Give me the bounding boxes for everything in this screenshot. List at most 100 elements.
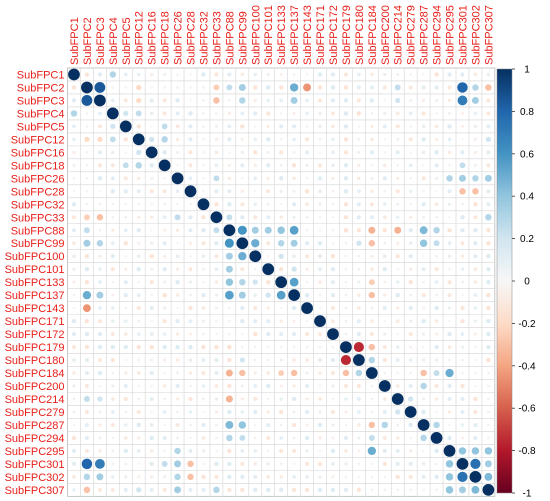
corr-circle-SubFPC28-SubFPC137 [292,189,296,193]
corr-circle-SubFPC28-SubFPC101 [266,189,271,194]
row-label-SubFPC200: SubFPC200 [5,381,65,393]
corr-circle-SubFPC171-SubFPC26 [175,319,180,324]
corr-circle-SubFPC172-SubFPC279 [408,332,413,337]
corr-circle-SubFPC33-SubFPC26 [174,214,181,221]
corr-circle-SubFPC4-SubFPC302 [473,111,478,116]
corr-circle-SubFPC200-SubFPC100 [253,384,258,388]
corr-circle-SubFPC184-SubFPC133 [278,370,285,376]
corr-circle-SubFPC5-SubFPC5 [119,120,132,133]
corr-circle-SubFPC33-SubFPC2 [83,214,90,221]
corr-circle-SubFPC88-SubFPC294 [433,227,440,234]
corr-circle-SubFPC26-SubFPC279 [409,176,413,180]
corr-circle-SubFPC5-SubFPC18 [161,123,168,130]
corr-circle-SubFPC184-SubFPC16 [149,370,154,376]
corr-circle-SubFPC1-SubFPC295 [447,72,452,77]
corr-circle-SubFPC2-SubFPC16 [150,86,154,89]
corr-circle-SubFPC179-SubFPC26 [175,344,180,350]
corr-circle-SubFPC287-SubFPC18 [163,423,166,427]
corr-circle-SubFPC301-SubFPC28 [187,460,194,468]
corr-circle-SubFPC16-SubFPC5 [124,151,127,154]
corr-circle-SubFPC101-SubFPC172 [330,267,336,272]
corr-circle-SubFPC200-SubFPC179 [343,384,348,388]
corr-circle-SubFPC3-SubFPC295 [447,98,452,103]
corr-circle-SubFPC5-SubFPC172 [331,124,335,129]
corr-circle-SubFPC171-SubFPC33 [215,319,218,323]
corr-circle-SubFPC172-SubFPC12 [136,332,141,336]
row-label-SubFPC3: SubFPC3 [17,95,65,107]
corr-circle-SubFPC3-SubFPC101 [266,98,270,103]
corr-circle-SubFPC1-SubFPC1 [68,68,80,81]
corr-circle-SubFPC180-SubFPC3 [97,357,102,363]
corr-circle-SubFPC16-SubFPC302 [473,150,478,154]
corr-circle-SubFPC33-SubFPC88 [226,214,233,221]
col-label-SubFPC16: SubFPC16 [147,11,159,65]
corr-circle-SubFPC88-SubFPC143 [305,228,309,232]
corr-circle-SubFPC133-SubFPC88 [225,278,234,286]
corr-circle-SubFPC3-SubFPC200 [383,99,386,102]
row-label-SubFPC18: SubFPC18 [11,160,65,172]
corr-circle-SubFPC12-SubFPC302 [473,137,477,141]
corr-circle-SubFPC1-SubFPC88 [227,72,232,77]
corr-circle-SubFPC172-SubFPC137 [292,332,297,337]
corr-circle-SubFPC180-SubFPC26 [175,358,180,362]
corr-circle-SubFPC28-SubFPC143 [304,189,310,194]
corr-circle-SubFPC287-SubFPC101 [266,422,271,427]
corr-circle-SubFPC99-SubFPC2 [83,239,91,247]
corr-circle-SubFPC100-SubFPC16 [149,254,154,259]
corr-circle-SubFPC294-SubFPC184 [368,434,375,441]
corr-circle-SubFPC137-SubFPC179 [344,293,348,297]
corr-circle-SubFPC101-SubFPC171 [318,267,322,272]
corr-circle-SubFPC171-SubFPC88 [228,319,231,323]
corr-circle-SubFPC18-SubFPC294 [434,163,439,168]
corr-circle-SubFPC32-SubFPC5 [124,202,128,206]
corr-circle-SubFPC100-SubFPC32 [201,254,206,258]
corr-circle-SubFPC3-SubFPC99 [239,97,246,104]
corr-circle-SubFPC100-SubFPC302 [473,254,478,259]
corr-circle-SubFPC4-SubFPC88 [227,111,232,116]
corr-circle-SubFPC137-SubFPC3 [96,291,104,299]
corr-circle-SubFPC18-SubFPC26 [176,164,179,167]
corr-circle-SubFPC172-SubFPC100 [253,331,258,337]
corr-circle-SubFPC184-SubFPC101 [266,371,271,375]
corr-circle-SubFPC171-SubFPC32 [201,319,206,323]
corr-circle-SubFPC137-SubFPC302 [473,293,478,298]
corr-circle-SubFPC3-SubFPC172 [330,98,336,103]
corr-circle-SubFPC184-SubFPC99 [239,369,246,377]
corr-circle-SubFPC172-SubFPC294 [435,332,439,336]
corr-circle-SubFPC5-SubFPC32 [202,125,205,128]
corr-circle-SubFPC28-SubFPC4 [110,189,115,194]
col-label-SubFPC32: SubFPC32 [198,11,210,65]
col-label-SubFPC302: SubFPC302 [470,5,482,65]
corr-circle-SubFPC26-SubFPC301 [458,174,466,182]
corr-circle-SubFPC180-SubFPC172 [330,357,336,363]
corr-circle-SubFPC88-SubFPC307 [486,228,491,233]
corr-circle-SubFPC301-SubFPC302 [470,458,481,469]
corr-circle-SubFPC16-SubFPC172 [331,150,335,155]
corr-circle-SubFPC172-SubFPC179 [344,332,348,336]
corr-circle-SubFPC5-SubFPC2 [85,125,89,128]
corr-circle-SubFPC18-SubFPC180 [357,163,361,167]
corr-circle-SubFPC307-SubFPC5 [123,487,128,492]
corr-circle-SubFPC214-SubFPC16 [149,397,154,401]
corr-circle-SubFPC143-SubFPC99 [240,306,245,311]
corr-circle-SubFPC143-SubFPC101 [266,306,270,310]
corr-circle-SubFPC4-SubFPC301 [460,111,464,115]
corr-circle-SubFPC133-SubFPC32 [202,280,205,284]
corr-circle-SubFPC301-SubFPC2 [81,458,93,470]
corr-circle-SubFPC32-SubFPC26 [176,202,179,206]
corr-circle-SubFPC295-SubFPC100 [253,449,258,453]
corr-circle-SubFPC214-SubFPC180 [356,397,361,401]
corr-circle-SubFPC200-SubFPC302 [474,384,477,388]
corr-circle-SubFPC12-SubFPC100 [253,137,258,142]
corr-circle-SubFPC137-SubFPC32 [201,293,206,298]
corr-circle-SubFPC301-SubFPC200 [382,461,387,467]
corr-circle-SubFPC88-SubFPC18 [163,228,167,232]
corr-circle-SubFPC294-SubFPC33 [215,436,218,440]
corr-circle-SubFPC301-SubFPC214 [395,461,400,466]
corr-circle-SubFPC16-SubFPC143 [305,150,310,155]
corr-circle-SubFPC214-SubFPC287 [422,397,426,401]
corr-circle-SubFPC2-SubFPC12 [136,84,142,91]
corr-circle-SubFPC4-SubFPC101 [266,111,271,116]
corr-circle-SubFPC1-SubFPC179 [343,72,348,77]
row-label-SubFPC99: SubFPC99 [11,238,65,250]
